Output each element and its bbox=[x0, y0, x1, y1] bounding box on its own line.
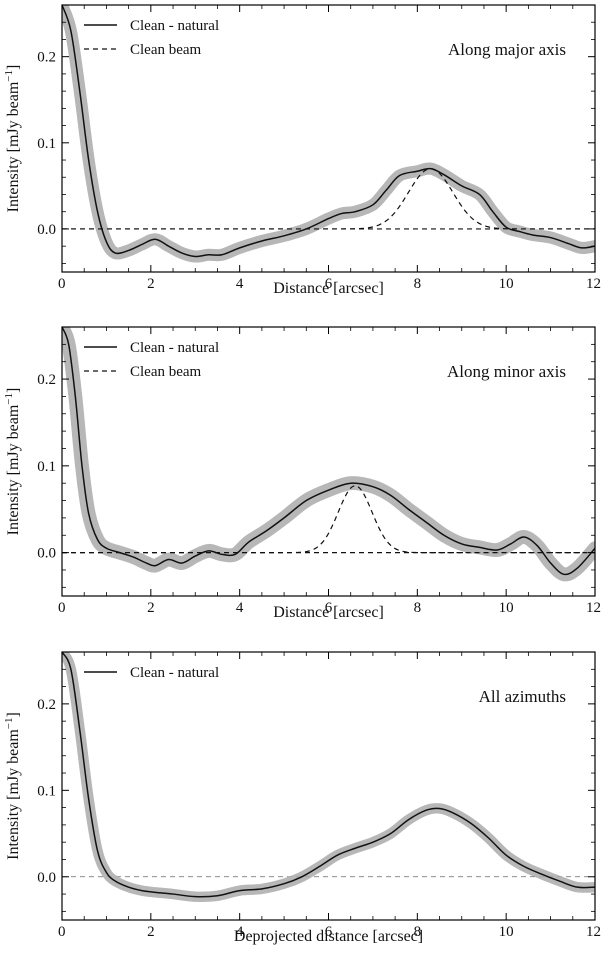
x-tick-label: 2 bbox=[147, 276, 155, 292]
y-tick-label: 0.1 bbox=[37, 136, 56, 152]
x-tick-label: 10 bbox=[499, 276, 514, 292]
y-tick-label: 0.1 bbox=[37, 783, 56, 799]
y-axis-label-main: Intensity [mJy beam bbox=[5, 81, 22, 212]
y-tick-label: 0.0 bbox=[37, 546, 56, 562]
y-tick-label: 0.0 bbox=[37, 870, 56, 886]
legend-label: Clean - natural bbox=[130, 340, 219, 356]
panel-2: 0 2 4 6 8 10 12 0.0 0.1 0.2 Distance [arcsec] Inten… bbox=[3, 326, 601, 621]
data-line bbox=[62, 652, 595, 898]
y-tick-label: 0.2 bbox=[37, 50, 56, 66]
x-tick-label: 0 bbox=[58, 600, 66, 616]
data-line bbox=[62, 5, 595, 258]
panel-annotation: Along minor axis bbox=[447, 362, 566, 381]
data-line bbox=[62, 327, 595, 576]
plot-area bbox=[62, 5, 595, 263]
legend-label: Clean beam bbox=[130, 364, 202, 380]
y-axis-label-close: ] bbox=[5, 712, 22, 717]
x-tick-label: 6 bbox=[325, 924, 333, 940]
x-tick-label: 8 bbox=[414, 276, 422, 292]
x-tick-label: 6 bbox=[325, 600, 333, 616]
plot-area bbox=[62, 652, 595, 902]
x-tick-label: 6 bbox=[325, 276, 333, 292]
y-axis-label-sup: −1 bbox=[3, 393, 15, 405]
beam-line bbox=[62, 168, 595, 230]
x-tick-label: 4 bbox=[236, 276, 244, 292]
x-tick-label: 10 bbox=[499, 924, 514, 940]
y-tick-label: 0.2 bbox=[37, 372, 56, 388]
y-axis-label-sup: −1 bbox=[3, 70, 15, 82]
x-tick-label: 8 bbox=[414, 600, 422, 616]
x-axis-label: Distance [arcsec] bbox=[273, 280, 384, 297]
y-axis-label-sup: −1 bbox=[3, 717, 15, 729]
x-tick-label: 0 bbox=[58, 276, 66, 292]
x-tick-label: 12 bbox=[586, 276, 601, 292]
y-axis-label-close: ] bbox=[5, 388, 22, 393]
x-tick-label: 4 bbox=[236, 600, 244, 616]
x-tick-label: 2 bbox=[147, 600, 155, 616]
y-axis-label-close: ] bbox=[5, 65, 22, 70]
x-axis-label: Distance [arcsec] bbox=[273, 604, 384, 621]
y-tick-label: 0.1 bbox=[37, 459, 56, 475]
y-tick-label: 0.0 bbox=[37, 222, 56, 238]
x-tick-label: 12 bbox=[586, 924, 601, 940]
plot-area bbox=[62, 327, 595, 582]
panel-annotation: Along major axis bbox=[448, 40, 566, 59]
y-axis-label: Intensity [mJy beam−1] bbox=[3, 712, 22, 860]
panel-3: 0 2 4 6 8 10 12 0.0 0.1 0.2 Deprojected distance [… bbox=[3, 651, 601, 945]
legend-label: Clean beam bbox=[130, 42, 202, 58]
panel-1: 0 2 4 6 8 10 12 0.0 0.1 0.2 Distance [arcsec] Inten… bbox=[3, 4, 601, 297]
y-axis-label: Intensity [mJy beam−1] bbox=[3, 388, 22, 536]
panel-annotation: All azimuths bbox=[479, 687, 566, 706]
beam-line bbox=[62, 485, 595, 554]
x-tick-label: 8 bbox=[414, 924, 422, 940]
legend-label: Clean - natural bbox=[130, 665, 219, 681]
x-tick-label: 4 bbox=[236, 924, 244, 940]
x-tick-label: 12 bbox=[586, 600, 601, 616]
y-tick-label: 0.2 bbox=[37, 697, 56, 713]
x-axis-label: Deprojected distance [arcsec] bbox=[234, 928, 423, 945]
x-tick-label: 10 bbox=[499, 600, 514, 616]
y-axis-label: Intensity [mJy beam−1] bbox=[3, 65, 22, 213]
legend-label: Clean - natural bbox=[130, 18, 219, 34]
x-tick-label: 2 bbox=[147, 924, 155, 940]
x-tick-label: 0 bbox=[58, 924, 66, 940]
y-axis-label-main: Intensity [mJy beam bbox=[5, 729, 22, 860]
y-axis-label-main: Intensity [mJy beam bbox=[5, 404, 22, 535]
